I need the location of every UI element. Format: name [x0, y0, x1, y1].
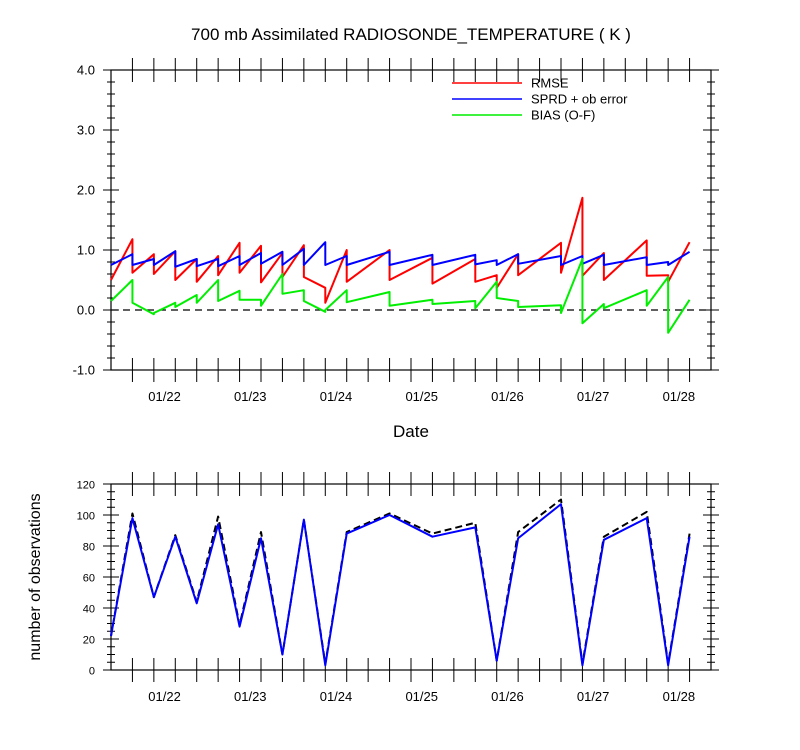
x-tick-label: 01/27 [577, 689, 610, 704]
x-tick-label: 01/27 [577, 389, 610, 404]
y-tick-label: 0.0 [77, 303, 95, 318]
plot-frame [110, 483, 712, 671]
y-tick-label: 1.0 [77, 243, 95, 258]
y-tick-label: 80 [83, 542, 95, 554]
x-tick-label: 01/22 [148, 389, 181, 404]
x-tick-label: 01/25 [405, 389, 438, 404]
legend-label: SPRD + ob error [531, 92, 628, 107]
y-tick-label: 4.0 [77, 63, 95, 78]
legend-label: BIAS (O-F) [531, 108, 595, 123]
series-line-rmse [110, 196, 691, 304]
y-tick-label: 20 [83, 635, 95, 647]
y-tick-label: 0 [89, 666, 95, 678]
x-tick-label: 01/24 [320, 689, 353, 704]
y-tick-label: -1.0 [73, 363, 95, 378]
y-tick-label: 3.0 [77, 123, 95, 138]
x-tick-label: 01/23 [234, 689, 267, 704]
y-tick-label: 120 [77, 480, 95, 492]
bottom-y-axis-label: number of observations [27, 493, 44, 660]
series-line-sprd-ob-error [110, 241, 691, 268]
x-tick-label: 01/26 [491, 389, 524, 404]
x-tick-label: 01/24 [320, 389, 353, 404]
y-tick-label: 60 [83, 573, 95, 585]
x-tick-label: 01/23 [234, 389, 267, 404]
bottom-chart: 01/22 01/23 01/24 01/25 01/26 01/27 01/28 0 20 40… [77, 472, 719, 704]
plot-frame [110, 69, 712, 371]
x-tick-label: 01/25 [405, 689, 438, 704]
series-line-assimilated-observations [110, 503, 691, 667]
top-x-axis-label: Date [393, 422, 429, 441]
x-tick-label: 01/22 [148, 689, 181, 704]
y-tick-label: 2.0 [77, 183, 95, 198]
chart-title: 700 mb Assimilated RADIOSONDE_TEMPERATUR… [191, 25, 631, 44]
x-tick-label: 01/26 [491, 689, 524, 704]
top-chart: 01/22 01/23 01/24 01/25 01/26 01/27 01/28 -1.0 0… [73, 58, 719, 404]
x-tick-label: 01/28 [663, 689, 696, 704]
series-line-bias-o-f [110, 258, 691, 334]
y-tick-label: 100 [77, 511, 95, 523]
legend-label: RMSE [531, 76, 569, 91]
y-tick-label: 40 [83, 604, 95, 616]
series-line-possible-observations [110, 498, 691, 665]
x-tick-label: 01/28 [663, 389, 696, 404]
